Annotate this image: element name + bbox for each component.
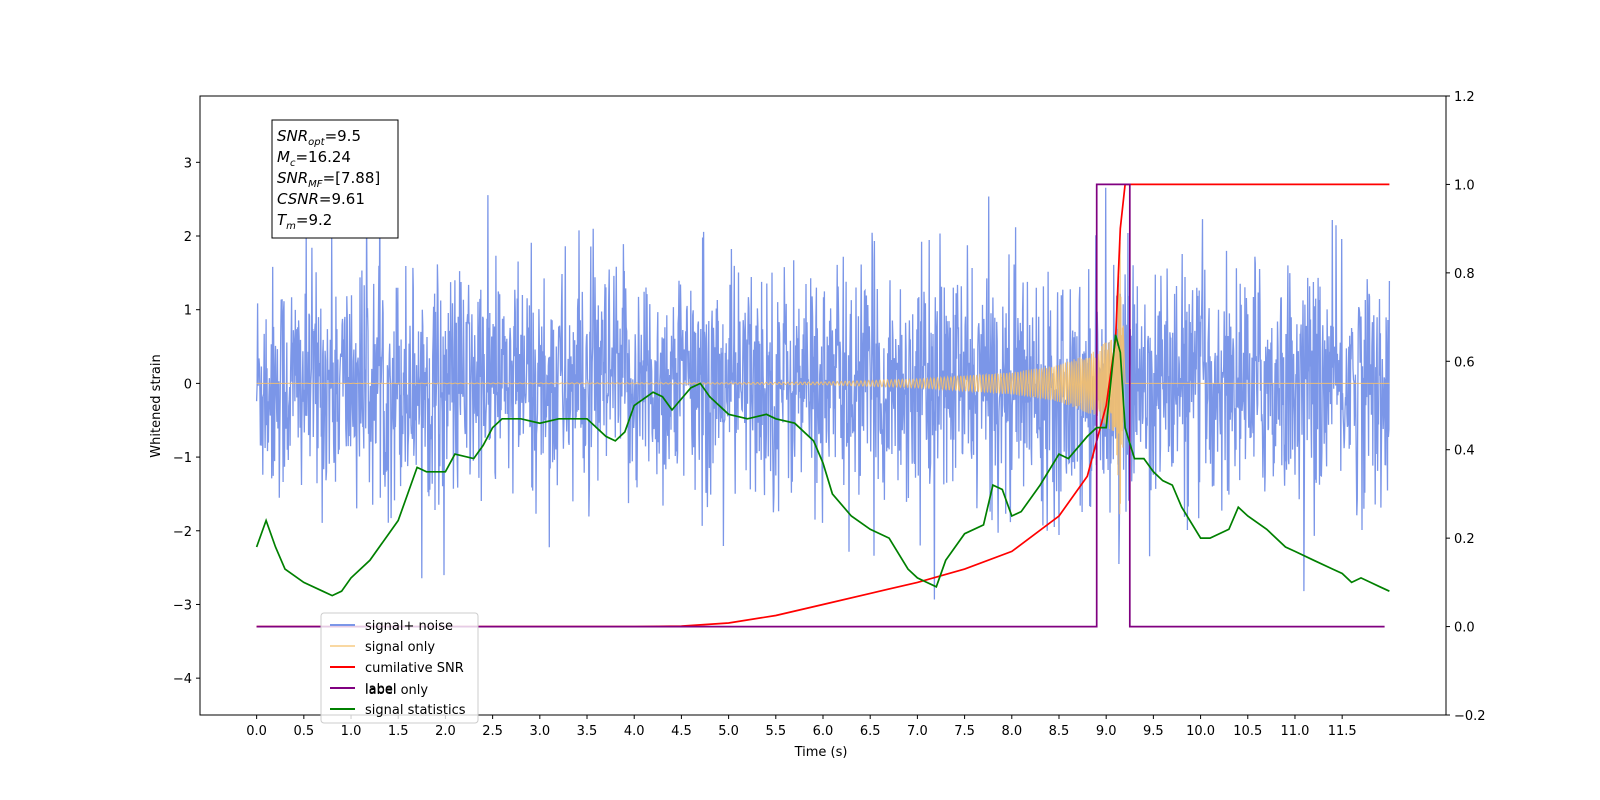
y-axis-left: 3 2 1 0 −1 −2 −3 −4 [173, 156, 200, 687]
y-left-tick-label: 3 [184, 156, 192, 171]
x-tick-label: 2.0 [435, 724, 456, 739]
x-tick-label: 9.5 [1143, 724, 1164, 739]
y-right-tick-label: 1.0 [1454, 178, 1475, 193]
legend-label: signal statistics [365, 703, 466, 718]
y-left-tick-label: 2 [184, 230, 192, 245]
y-left-tick-label: 1 [184, 304, 192, 319]
y-left-tick-label: −4 [173, 672, 192, 687]
annotation-line: Tm=9.2 [277, 211, 332, 232]
annotation-line: SNRMF=[7.88] [277, 169, 380, 190]
x-tick-label: 1.0 [341, 724, 362, 739]
legend-label: signal only [365, 640, 435, 655]
y-right-tick-label: 0.2 [1454, 532, 1475, 547]
legend-label: label [365, 682, 396, 697]
x-tick-label: 6.5 [860, 724, 881, 739]
legend-frame [320, 612, 479, 724]
x-tick-label: 4.0 [624, 724, 645, 739]
y-right-tick-label: 0.6 [1454, 355, 1475, 370]
legend-ghost-label: label only [365, 683, 428, 698]
y-right-tick-label: −0.2 [1454, 709, 1486, 724]
y-left-tick-label: −3 [173, 598, 192, 613]
x-tick-label: 2.5 [482, 724, 503, 739]
y-right-tick-label: 0.4 [1454, 444, 1475, 459]
plot-area [255, 164, 1391, 628]
x-tick-label: 1.5 [388, 724, 409, 739]
x-tick-label: 6.0 [813, 724, 834, 739]
y-axis-label: Whitened strain [149, 354, 164, 457]
x-tick-label: 10.5 [1233, 724, 1262, 739]
annotation-line: SNRopt=9.5 [277, 127, 361, 148]
annotation-frame [271, 119, 399, 239]
x-tick-label: 10.0 [1186, 724, 1215, 739]
x-tick-label: 0.0 [246, 724, 267, 739]
y-right-tick-label: 0.0 [1454, 621, 1475, 636]
annotation-line: CSNR=9.61 [277, 190, 365, 208]
x-tick-label: 0.5 [293, 724, 314, 739]
y-right-tick-label: 0.8 [1454, 267, 1475, 282]
x-tick-label: 7.0 [907, 724, 928, 739]
legend-label: cumilative SNR [365, 661, 464, 676]
series-signal-noise [255, 164, 1391, 600]
y-left-tick-label: −1 [173, 451, 192, 466]
x-tick-label: 11.0 [1280, 724, 1309, 739]
x-tick-label: 4.5 [671, 724, 692, 739]
x-tick-label: 3.0 [529, 724, 550, 739]
y-left-tick-label: −2 [173, 525, 192, 540]
x-tick-label: 5.5 [765, 724, 786, 739]
x-axis-label: Time (s) [794, 745, 848, 760]
annotation-line: Mc=16.24 [277, 148, 351, 169]
y-right-tick-label: 1.2 [1454, 90, 1475, 105]
y-left-tick-label: 0 [184, 377, 192, 392]
x-axis: 0.0 0.5 1.0 1.5 2.0 2.5 3.0 3.5 4.0 4.5 5.0 5.5 6.0 6… [246, 715, 1357, 739]
series-signal-statistics [255, 334, 1390, 597]
x-tick-label: 5.0 [718, 724, 739, 739]
x-tick-label: 7.5 [954, 724, 975, 739]
series-label [256, 183, 1385, 628]
x-tick-label: 11.5 [1328, 724, 1357, 739]
series-cumilative-SNR [256, 183, 1390, 628]
legend-label: signal+ noise [365, 619, 453, 634]
x-tick-label: 8.0 [1001, 724, 1022, 739]
legend: label only signal+ noise signal only cumila… [320, 612, 479, 724]
x-tick-label: 3.5 [577, 724, 598, 739]
x-tick-label: 9.0 [1096, 724, 1117, 739]
series-signal-only [256, 242, 1390, 515]
x-tick-label: 8.5 [1049, 724, 1070, 739]
y-axis-right: 1.2 1.0 0.8 0.6 0.4 0.2 0.0 −0.2 [1446, 90, 1486, 724]
